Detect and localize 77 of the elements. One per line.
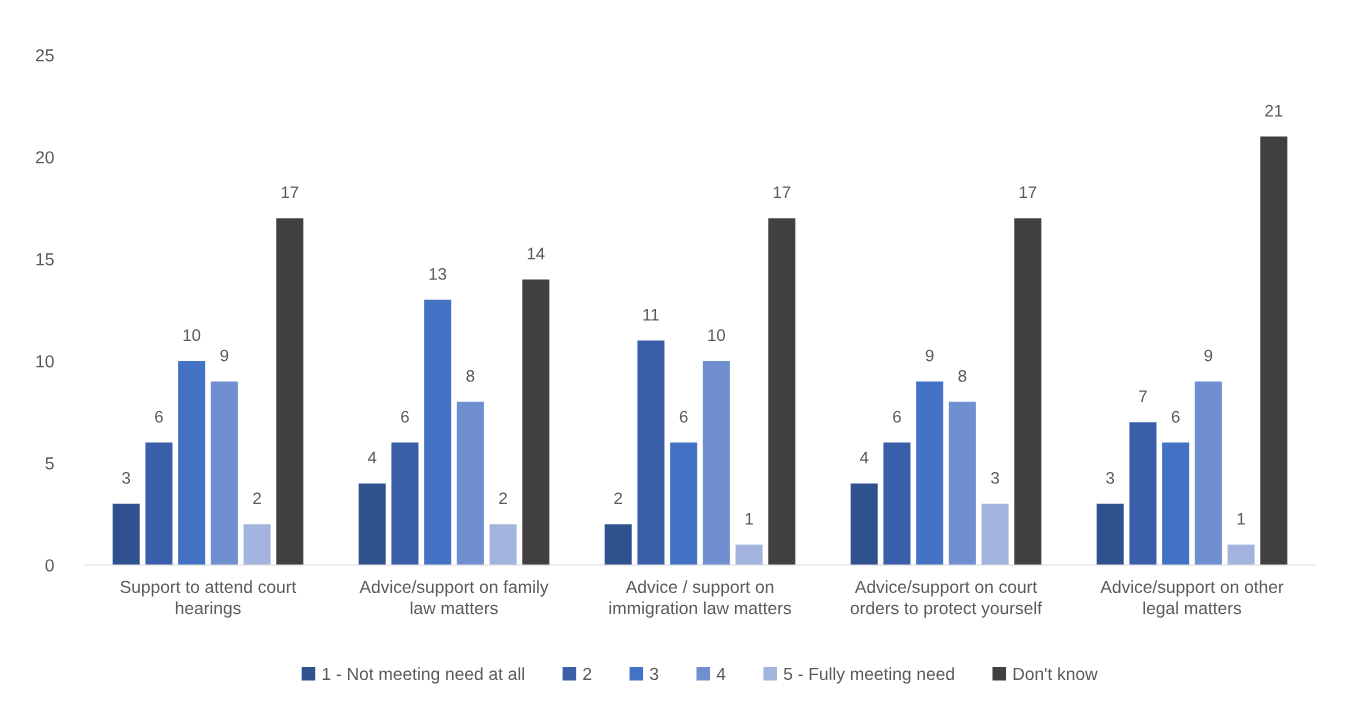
bar	[456, 401, 484, 565]
data-label: 17	[773, 186, 791, 199]
legend-label: Don't know	[1013, 667, 1098, 681]
data-label: 11	[643, 309, 659, 321]
data-label: 2	[614, 492, 622, 505]
legend-label: 1 - Not meeting need at all	[322, 667, 524, 684]
data-label: 6	[401, 410, 409, 423]
bar	[112, 503, 140, 565]
bar	[243, 524, 271, 565]
data-label: 6	[155, 410, 163, 423]
bar	[1129, 422, 1157, 565]
data-label: 4	[367, 451, 377, 464]
data-label: 17	[1019, 186, 1037, 199]
legend-label: 2	[583, 667, 592, 680]
bar	[1227, 544, 1255, 565]
bar	[1194, 381, 1222, 565]
bar	[981, 503, 1009, 565]
bar	[604, 524, 632, 565]
data-label: 10	[183, 329, 201, 342]
data-label: 9	[220, 349, 229, 362]
bar	[670, 442, 698, 565]
bar	[948, 401, 976, 565]
y-tick-label: 20	[36, 151, 54, 164]
bar	[358, 483, 386, 565]
bar	[1162, 442, 1190, 565]
bar	[1096, 503, 1124, 565]
bar	[210, 381, 238, 565]
bar	[916, 381, 944, 565]
data-label: 2	[499, 492, 507, 505]
bar	[145, 442, 173, 565]
data-label: 1	[745, 513, 753, 525]
data-label: 14	[527, 247, 545, 260]
bar	[850, 483, 878, 565]
data-label: 13	[429, 268, 447, 280]
data-label: 8	[958, 370, 967, 382]
y-tick-label: 10	[36, 355, 54, 368]
bar	[702, 361, 730, 565]
legend-label: 3	[650, 667, 659, 681]
y-tick-label: 0	[45, 559, 54, 572]
data-label: 2	[253, 492, 261, 505]
bar	[883, 442, 911, 565]
data-label: 9	[925, 349, 934, 362]
data-label: 17	[281, 186, 299, 199]
bar	[1014, 218, 1042, 565]
bar	[391, 442, 419, 565]
bar	[178, 361, 206, 565]
bar	[276, 218, 304, 565]
y-tick-label: 15	[36, 253, 54, 266]
data-label: 8	[466, 370, 475, 382]
bar	[424, 299, 452, 565]
x-tick-label: Advice/support on court orders to protect yourself	[850, 580, 1043, 618]
bar	[768, 218, 796, 565]
data-label: 21	[1265, 104, 1283, 117]
x-tick-label: Advice/support on other legal matters	[1100, 580, 1284, 618]
legend-label: 4	[716, 667, 726, 680]
data-label: 4	[859, 451, 869, 464]
y-tick-label: 25	[36, 49, 54, 62]
data-label: 1	[1237, 513, 1245, 525]
y-tick-label: 5	[45, 457, 54, 470]
data-label: 7	[1139, 390, 1147, 403]
bar	[637, 340, 665, 565]
x-tick-label: Support to attend court hearings	[120, 580, 297, 618]
data-label: 6	[1171, 410, 1180, 423]
data-label: 10	[708, 329, 725, 342]
x-tick-label: Advice/support on family law matters	[359, 580, 549, 615]
legend-label: 5 - Fully meeting need	[783, 667, 954, 684]
bar	[735, 544, 763, 565]
data-label: 3	[122, 472, 131, 484]
data-label: 6	[679, 410, 688, 423]
data-label: 6	[893, 410, 901, 423]
x-tick-label: Advice / support on immigration law matters	[609, 580, 792, 618]
data-label: 3	[991, 472, 999, 484]
bar	[1260, 136, 1288, 565]
bar	[522, 279, 550, 565]
bar	[489, 524, 517, 565]
data-label: 3	[1106, 472, 1115, 484]
data-label: 9	[1204, 349, 1213, 362]
